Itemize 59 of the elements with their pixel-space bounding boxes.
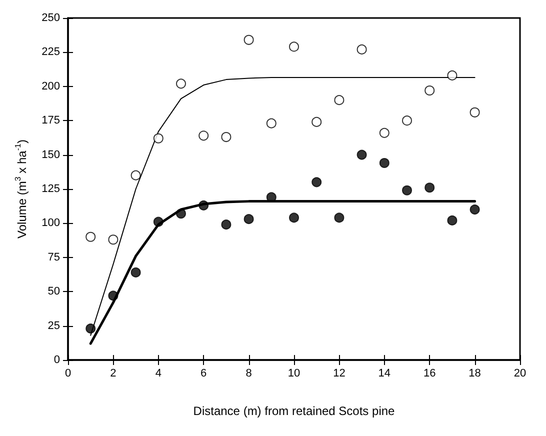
point	[86, 232, 96, 242]
y-tick-label: 125	[42, 183, 60, 195]
point	[379, 158, 390, 168]
point	[470, 204, 480, 215]
y-tick-label: 25	[48, 320, 60, 332]
point	[130, 170, 141, 180]
point	[108, 234, 118, 245]
point	[447, 215, 458, 226]
y-tick-label: 175	[42, 114, 60, 127]
point	[470, 107, 480, 118]
x-tick-label: 20	[514, 368, 526, 380]
point	[198, 130, 209, 141]
y-tick-label: 150	[42, 148, 60, 161]
x-tick-label: 16	[423, 368, 436, 380]
point	[312, 177, 322, 188]
y-tick-label: 50	[48, 286, 60, 298]
point	[402, 116, 412, 126]
x-tick-label: 4	[155, 368, 162, 380]
x-tick-label: 18	[468, 368, 481, 380]
x-axis-title: Distance (m) from retained Scots pine	[193, 404, 396, 418]
point	[130, 267, 141, 278]
y-tick-label: 250	[42, 12, 60, 24]
point	[312, 116, 322, 127]
point	[447, 70, 458, 80]
y-tick-label: 225	[42, 46, 60, 58]
point	[244, 214, 254, 224]
point	[424, 86, 435, 96]
point	[379, 128, 390, 138]
point	[176, 78, 186, 89]
point	[289, 212, 299, 223]
x-tick-label: 8	[246, 368, 252, 380]
y-tick-label: 75	[48, 251, 60, 264]
point	[153, 133, 164, 144]
point	[334, 212, 344, 223]
point	[356, 150, 367, 160]
point	[221, 220, 232, 230]
point	[424, 182, 435, 193]
y-tick-label: 100	[42, 217, 60, 230]
x-tick-label: 2	[110, 368, 116, 380]
point	[153, 216, 164, 227]
y-tick-label: 200	[42, 80, 60, 92]
point	[266, 118, 276, 128]
point	[402, 185, 412, 196]
point	[221, 132, 232, 142]
x-tick-label: 0	[64, 368, 72, 380]
x-tick-label: 6	[200, 368, 207, 380]
point	[244, 34, 254, 45]
x-tick-label: 14	[378, 368, 391, 380]
x-tick-label: 10	[288, 368, 300, 380]
point	[108, 290, 118, 301]
point	[289, 42, 299, 52]
x-tick-label: 12	[333, 368, 346, 380]
y-axis-title: Volume (m3 x ha-1)	[14, 140, 29, 238]
point	[176, 208, 186, 219]
y-tick-label: 0	[54, 354, 60, 366]
point	[198, 200, 209, 210]
point	[86, 324, 96, 334]
point	[334, 95, 344, 106]
point	[356, 44, 367, 54]
